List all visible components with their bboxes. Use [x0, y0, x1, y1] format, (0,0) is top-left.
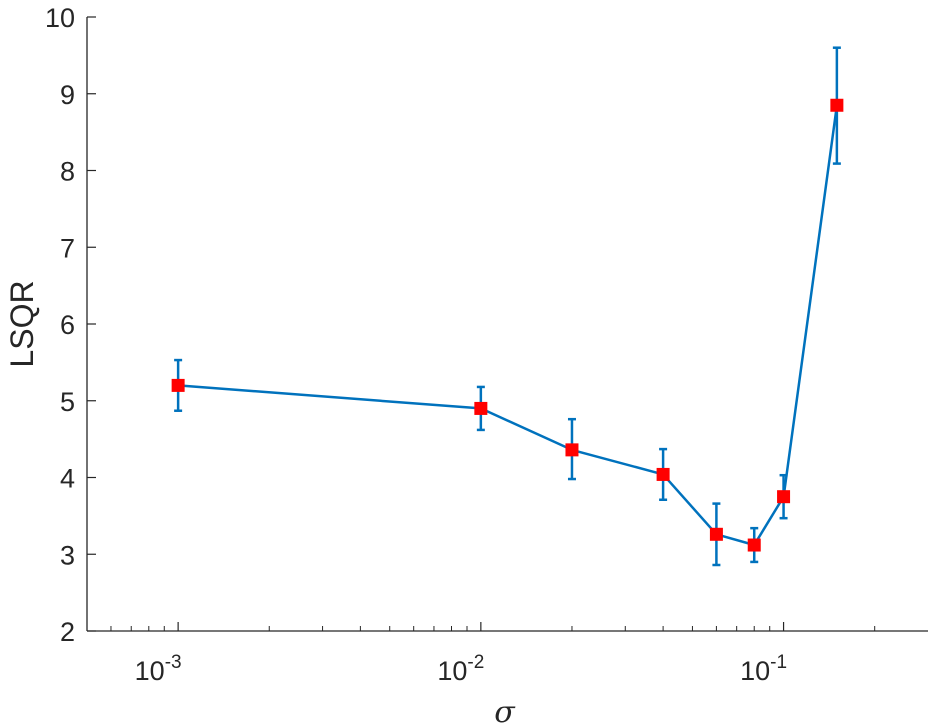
data-point — [565, 443, 579, 457]
y-tick-label: 4 — [60, 464, 75, 494]
y-axis-label: LSQR — [4, 280, 40, 367]
y-tick-label: 8 — [60, 157, 75, 187]
data-markers — [171, 98, 844, 552]
x-tick-label: 10-2 — [437, 652, 484, 686]
data-point — [474, 401, 488, 415]
x-tick-label: 10-1 — [740, 652, 787, 686]
error-bars — [174, 46, 841, 567]
data-point — [747, 538, 761, 552]
y-tick-label: 5 — [60, 387, 75, 417]
y-tick-label: 6 — [60, 310, 75, 340]
data-point — [709, 527, 723, 541]
y-tick-label: 2 — [60, 617, 75, 647]
series-lines — [178, 105, 839, 547]
data-point — [777, 490, 791, 504]
data-point — [656, 467, 670, 481]
x-axis-label: σ — [494, 695, 516, 724]
axis-labels: σ LSQR — [4, 280, 516, 724]
y-tick-label: 9 — [60, 80, 75, 110]
series-line — [178, 105, 839, 547]
y-tick-label: 3 — [60, 540, 75, 570]
x-tick-label: 10-3 — [135, 652, 182, 686]
y-tick-label: 7 — [60, 233, 75, 263]
data-point — [171, 378, 185, 392]
axes: 10-3 10-2 10-1 2 3 4 5 6 7 8 9 10 — [45, 3, 928, 686]
data-point — [830, 98, 844, 112]
y-tick-label: 10 — [45, 3, 75, 33]
